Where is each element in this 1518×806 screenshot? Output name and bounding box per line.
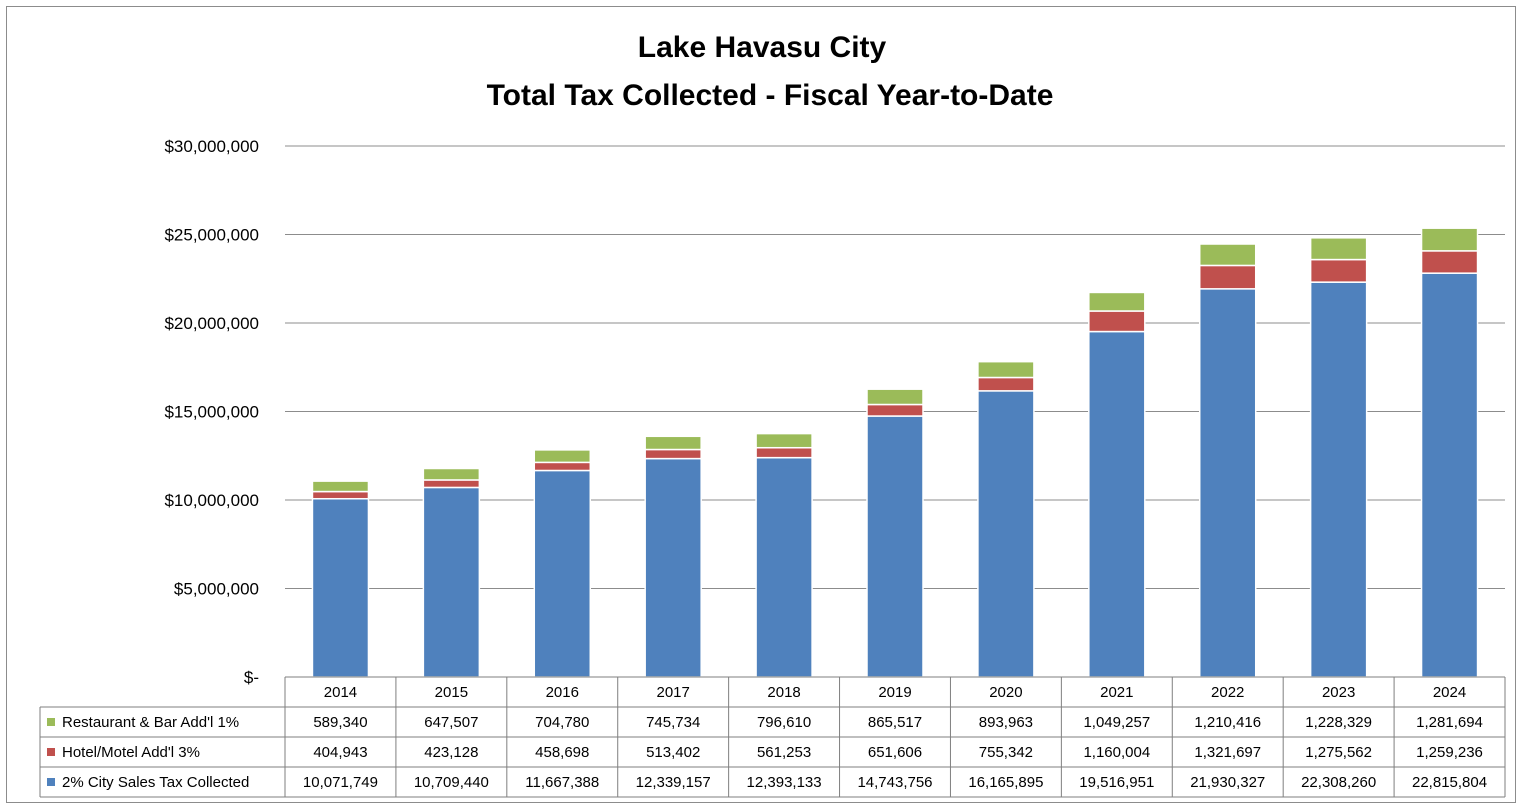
data-label: 865,517: [868, 714, 922, 731]
bar-segment: [422, 486, 481, 678]
data-label: 1,321,697: [1194, 744, 1261, 761]
x-category-label: 2019: [878, 684, 911, 701]
y-tick-label: $-: [244, 668, 259, 687]
bar-segment: [866, 388, 924, 406]
bar-segment: [1198, 243, 1257, 267]
bar-segment: [866, 403, 924, 417]
data-label: 404,943: [313, 744, 367, 761]
legend-label: Hotel/Motel Add'l 3%: [62, 744, 200, 761]
bar-segment: [644, 448, 702, 460]
data-label: 22,308,260: [1301, 774, 1376, 791]
data-label: 12,339,157: [636, 774, 711, 791]
bar-segment: [533, 461, 592, 472]
legend-swatch: [47, 718, 55, 726]
x-category-label: 2015: [435, 684, 468, 701]
data-label: 14,743,756: [857, 774, 932, 791]
bar-segment: [1198, 264, 1257, 290]
bar-segment: [1309, 258, 1368, 283]
bar-segment: [644, 435, 702, 451]
data-label: 19,516,951: [1079, 774, 1154, 791]
bar-segment: [866, 415, 924, 678]
x-category-label: 2020: [989, 684, 1022, 701]
y-tick-label: $10,000,000: [164, 491, 259, 510]
data-label: 1,228,329: [1305, 714, 1372, 731]
x-category-label: 2014: [324, 684, 357, 701]
legend-swatch: [47, 748, 55, 756]
bar-segment: [1088, 291, 1146, 312]
data-label: 704,780: [535, 714, 589, 731]
bar-segment: [977, 376, 1035, 392]
bar-segment: [1420, 227, 1479, 252]
y-tick-label: $25,000,000: [164, 226, 259, 245]
bar-segment: [533, 449, 592, 464]
data-label: 22,815,804: [1412, 774, 1487, 791]
bar-segment: [422, 467, 481, 481]
data-label: 1,049,257: [1083, 714, 1150, 731]
y-tick-label: $20,000,000: [164, 314, 259, 333]
data-label: 651,606: [868, 744, 922, 761]
data-label: 513,402: [646, 744, 700, 761]
bars: [311, 227, 1479, 678]
bar-segment: [1420, 250, 1479, 274]
bar-segment: [311, 490, 370, 500]
bar-segment: [1420, 272, 1479, 678]
data-label: 12,393,133: [747, 774, 822, 791]
x-category-label: 2022: [1211, 684, 1244, 701]
data-label: 16,165,895: [968, 774, 1043, 791]
x-category-label: 2024: [1433, 684, 1466, 701]
x-category-label: 2016: [546, 684, 579, 701]
bar-segment: [755, 446, 813, 459]
bar-segment: [755, 432, 813, 449]
x-category-label: 2021: [1100, 684, 1133, 701]
y-axis-ticks: $- $5,000,000 $10,000,000 $15,000,000 $20,00…: [164, 137, 259, 687]
data-label: 1,160,004: [1083, 744, 1150, 761]
data-label: 21,930,327: [1190, 774, 1265, 791]
chart-title: Lake Havasu City: [638, 31, 887, 64]
data-label: 1,259,236: [1416, 744, 1483, 761]
gridlines: [285, 145, 1505, 589]
data-table: 2014 2015 2016 2017 2018 2019 2020 2021 2022 2023…: [39, 676, 1506, 798]
data-label: 10,709,440: [414, 774, 489, 791]
data-label: 1,281,694: [1416, 714, 1483, 731]
chart-subtitle: Total Tax Collected - Fiscal Year-to-Dat…: [487, 79, 1054, 112]
data-label: 893,963: [979, 714, 1033, 731]
data-label: 796,610: [757, 714, 811, 731]
bar-segment: [1309, 237, 1368, 261]
data-label: 589,340: [313, 714, 367, 731]
bar-segment: [1198, 288, 1257, 678]
bar-segment: [311, 497, 370, 678]
bar-segment: [422, 479, 481, 489]
legend-swatch: [47, 778, 55, 786]
bar-segment: [311, 480, 370, 493]
bar-segment: [977, 360, 1035, 379]
y-tick-label: $30,000,000: [164, 137, 259, 156]
x-category-label: 2018: [767, 684, 800, 701]
data-label: 755,342: [979, 744, 1033, 761]
legend-label: Restaurant & Bar Add'l 1%: [62, 714, 239, 731]
data-label: 561,253: [757, 744, 811, 761]
data-label: 745,734: [646, 714, 700, 731]
bar-segment: [1309, 281, 1368, 678]
data-label: 10,071,749: [303, 774, 378, 791]
y-tick-label: $15,000,000: [164, 403, 259, 422]
bar-segment: [1088, 310, 1146, 333]
data-label: 647,507: [424, 714, 478, 731]
data-label: 458,698: [535, 744, 589, 761]
x-category-label: 2023: [1322, 684, 1355, 701]
data-label: 11,667,388: [525, 774, 599, 791]
bar-segment: [644, 457, 702, 678]
data-label: 423,128: [424, 744, 478, 761]
bar-segment: [533, 469, 592, 678]
bar-segment: [977, 390, 1035, 678]
bar-segment: [755, 456, 813, 678]
x-category-label: 2017: [656, 684, 689, 701]
data-label: 1,275,562: [1305, 744, 1372, 761]
data-label: 1,210,416: [1194, 714, 1261, 731]
legend-label: 2% City Sales Tax Collected: [62, 774, 249, 791]
bar-segment: [1088, 330, 1146, 678]
y-tick-label: $5,000,000: [174, 580, 259, 599]
